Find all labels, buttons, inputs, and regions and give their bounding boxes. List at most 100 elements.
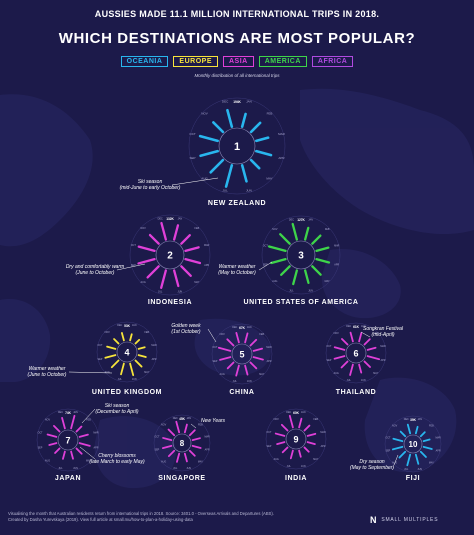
annotation-text: Dry and comfortably warm [66, 264, 124, 270]
guide-ring-outer [188, 97, 286, 195]
title-line-2: WHICH DESTINATIONS ARE MOST POPULAR? [58, 30, 416, 47]
rank-number: 5 [239, 349, 244, 359]
month-label-jun: JUN [132, 378, 137, 381]
month-label-may: MAY [373, 372, 378, 375]
month-bar-nov [148, 233, 160, 245]
month-label-apr: APR [152, 358, 157, 361]
legend-asia: ASIA [222, 56, 254, 67]
month-label-jan: JAN [186, 417, 191, 420]
month-label-nov: NOV [274, 418, 280, 421]
destination-name: FIJI [406, 475, 420, 482]
month-label-oct: OCT [326, 345, 332, 348]
month-bar-jun [172, 269, 180, 288]
month-label-dec: DEC [404, 418, 409, 421]
month-bar-jul [160, 269, 168, 289]
month-bar-dec [235, 331, 240, 344]
month-label-may: MAY [429, 461, 434, 464]
rank-number: 8 [180, 439, 185, 448]
month-bar-feb [249, 338, 258, 347]
month-label-aug: AUG [45, 460, 50, 463]
month-label-aug: AUG [201, 177, 208, 181]
month-bar-sep [137, 257, 156, 265]
month-label-sep: SEP [38, 447, 43, 450]
month-label-jan: JAN [73, 411, 78, 414]
month-label-jul: JUL [287, 465, 292, 468]
month-bar-sep [219, 356, 232, 361]
month-bar-aug [280, 265, 291, 276]
month-bar-jun [129, 362, 135, 377]
month-label-jan: JAN [301, 411, 306, 414]
month-bar-aug [110, 359, 120, 369]
month-bar-nov [341, 338, 349, 346]
brand-name: SMALL MULTIPLES [381, 517, 439, 523]
month-label-oct: OCT [97, 344, 103, 347]
max-value-label: 61K [353, 325, 360, 329]
month-label-oct: OCT [37, 431, 43, 434]
month-bar-oct [274, 432, 286, 437]
month-bar-oct [333, 346, 346, 351]
month-label-feb: FEB [198, 424, 203, 427]
month-bar-sep [270, 257, 287, 265]
month-bar-apr [422, 445, 433, 450]
month-label-dec: DEC [158, 217, 163, 220]
destination-name: SINGAPORE [158, 475, 205, 482]
month-label-oct: OCT [154, 435, 160, 438]
month-bar-jun [414, 453, 420, 465]
rank-number: 10 [409, 440, 418, 449]
annotation-text: (May to September) [350, 465, 395, 471]
month-label-apr: APR [267, 360, 272, 363]
month-label-jun: JUN [246, 188, 252, 192]
month-bar-dec [160, 221, 168, 241]
destination-name: THAILAND [336, 389, 377, 396]
max-value-label: 60K [293, 411, 300, 415]
month-label-feb: FEB [313, 418, 318, 421]
annotation-text: (December to April) [95, 409, 138, 415]
brand-mark: N [370, 515, 378, 525]
annotation-text: Warmer weather [29, 366, 66, 372]
month-bar-mar [422, 438, 431, 443]
month-label-jan: JAN [308, 218, 313, 221]
month-label-sep: SEP [385, 450, 390, 453]
month-label-nov: NOV [334, 332, 340, 335]
max-value-label: 194K [233, 100, 241, 104]
month-bar-aug [54, 447, 61, 454]
month-bar-jan [172, 224, 180, 241]
month-bar-feb [303, 424, 311, 432]
month-label-jul: JUL [233, 380, 238, 383]
rank-number: 3 [298, 251, 304, 262]
month-label-may: MAY [86, 460, 91, 463]
month-bar-feb [363, 338, 371, 346]
month-label-feb: FEB [259, 333, 264, 336]
month-bar-jan [129, 333, 133, 342]
annotation-text: Golden week [171, 323, 201, 329]
month-label-aug: AUG [141, 281, 146, 284]
destination-name: UNITED KINGDOM [92, 389, 162, 396]
center-ring [285, 428, 307, 450]
month-bar-jun [183, 452, 188, 463]
month-bar-sep [276, 441, 286, 445]
month-label-jan: JAN [246, 100, 252, 104]
month-label-oct: OCT [212, 346, 218, 349]
month-bar-may [134, 359, 143, 368]
month-bar-jan [70, 414, 76, 430]
month-label-dec: DEC [289, 218, 294, 221]
month-label-may: MAY [194, 281, 199, 284]
month-label-apr: APR [204, 264, 209, 267]
month-label-feb: FEB [144, 331, 149, 334]
month-bar-aug [340, 360, 349, 369]
month-label-aug: AUG [274, 458, 279, 461]
month-bar-mar [78, 433, 89, 438]
month-bar-jan [414, 425, 419, 435]
month-label-apr: APR [381, 359, 386, 362]
guide-ring-outer [153, 414, 211, 472]
month-label-feb: FEB [373, 332, 378, 335]
month-bar-may [180, 265, 192, 277]
month-label-mar: MAR [151, 344, 157, 347]
month-label-feb: FEB [429, 425, 434, 428]
annotation-text: Dry season [359, 459, 385, 465]
month-label-sep: SEP [213, 360, 218, 363]
month-bar-apr [252, 356, 264, 361]
month-label-aug: AUG [272, 280, 277, 283]
month-bar-aug [146, 265, 160, 279]
